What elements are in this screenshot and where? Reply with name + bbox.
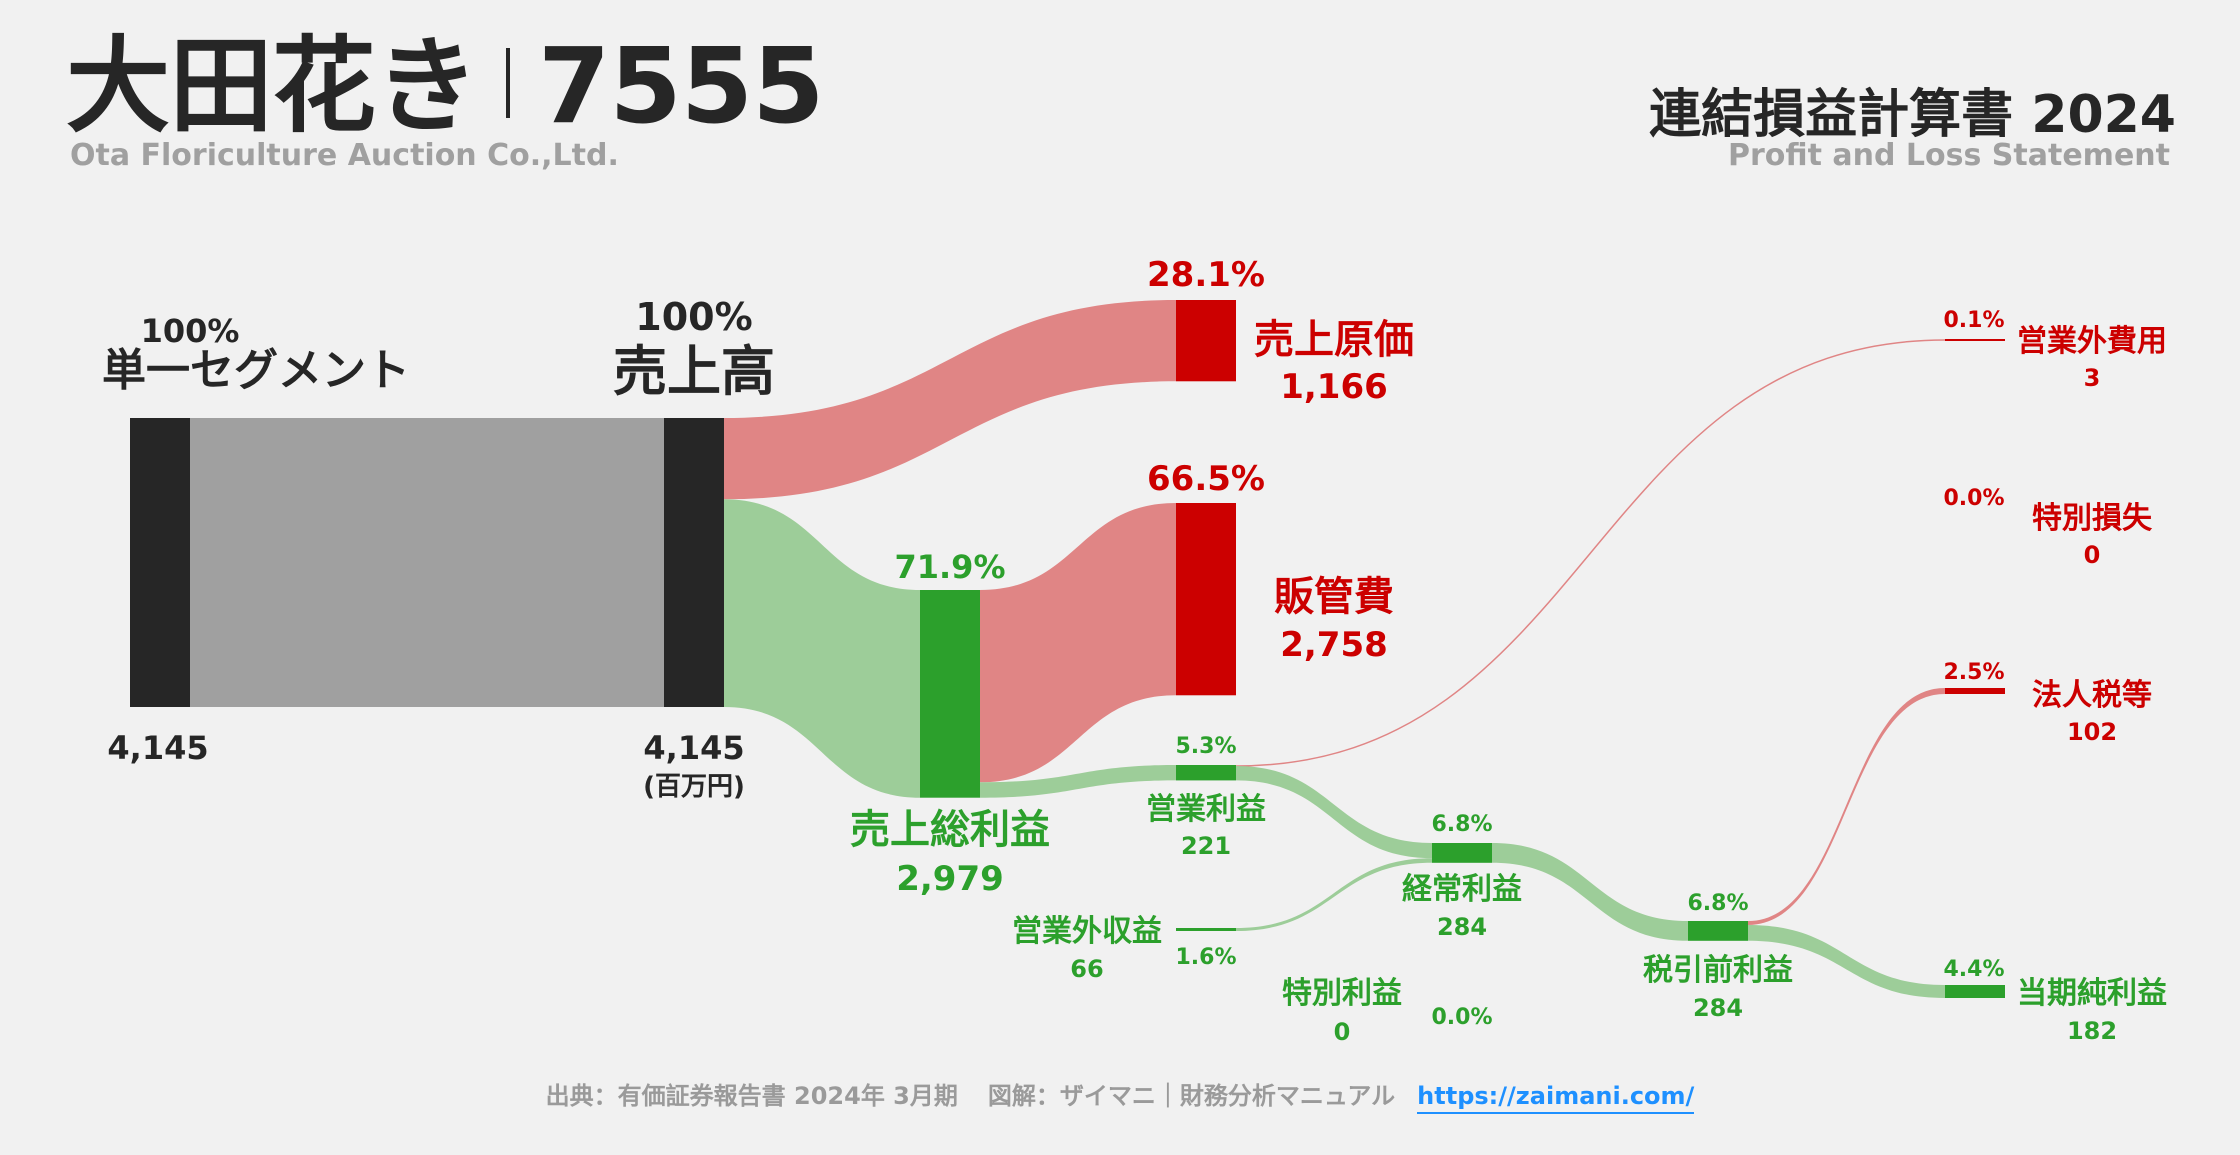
pct-label-gross: 71.9% [894, 548, 1005, 586]
statement-title: 連結損益計算書 2024 [1649, 85, 2176, 145]
link-op-ordinary [1236, 766, 1432, 859]
node-label-nonop-income: 営業外収益 [1012, 914, 1162, 949]
pct-label-nonop-expense: 0.1% [1943, 308, 2004, 333]
node-label-nonop-expense: 営業外費用 [2017, 324, 2167, 359]
node-bar-pretax [1688, 921, 1748, 941]
node-label-gross: 売上総利益 [850, 807, 1050, 853]
node-bar-nonop-income [1176, 928, 1236, 931]
footer-link[interactable]: https://zaimani.com/ [1417, 1082, 1695, 1114]
value-label-nonop-income: 66 [1070, 955, 1103, 983]
link-op-nonop-expense [1235, 339, 1946, 767]
link-gross-op [980, 765, 1176, 798]
link-revenue-gross [724, 499, 920, 798]
pct-label-pretax: 6.8% [1687, 891, 1748, 916]
node-label-segment: 単一セグメント [102, 345, 410, 396]
value-label-ordinary: 284 [1437, 913, 1487, 941]
ticker-code: 7555 [538, 25, 824, 147]
pct-label-nonop-income: 1.6% [1175, 945, 1236, 970]
node-label-pretax: 税引前利益 [1643, 953, 1793, 988]
node-bar-tax [1945, 688, 2005, 694]
value-label-cogs: 1,166 [1280, 367, 1388, 407]
link-gross-sga [980, 503, 1176, 783]
pct-label-ext-gain: 0.0% [1431, 1005, 1492, 1030]
title-divider [506, 48, 511, 118]
node-bar-segment [130, 418, 190, 707]
footer-source: 出典：有価証券報告書 2024年 3月期 [545, 1082, 958, 1110]
pct-label-ext-loss: 0.0% [1943, 486, 2004, 511]
node-bar-net [1945, 985, 2005, 998]
node-label-ext-gain: 特別利益 [1282, 976, 1402, 1011]
pct-label-net: 4.4% [1943, 957, 2004, 982]
node-label-op: 営業利益 [1146, 792, 1266, 827]
link-pretax-net [1748, 925, 1945, 998]
pct-label-revenue: 100% [635, 295, 752, 339]
unit-label: (百万円) [643, 772, 745, 802]
node-bar-op [1176, 765, 1236, 781]
pct-label-cogs: 28.1% [1147, 255, 1265, 295]
node-bar-gross [920, 590, 980, 798]
node-label-net: 当期純利益 [2017, 976, 2167, 1011]
value-label-nonop-expense: 3 [2084, 364, 2101, 392]
node-bar-nonop-expense [1945, 339, 2005, 341]
value-label-revenue: 4,145 [643, 729, 744, 767]
company-title: 大田花き 7555 [66, 34, 824, 138]
pct-label-segment: 100% [141, 312, 240, 350]
value-label-sga: 2,758 [1280, 625, 1388, 665]
node-label-sga: 販管費 [1274, 574, 1394, 620]
value-label-tax: 102 [2067, 718, 2117, 746]
node-label-tax: 法人税等 [2032, 678, 2152, 713]
value-label-segment: 4,145 [107, 729, 208, 767]
pct-label-ordinary: 6.8% [1431, 812, 1492, 837]
company-name: 大田花き [66, 25, 479, 147]
footer-credit: 図解：ザイマニ｜財務分析マニュアル [987, 1082, 1396, 1110]
link-ordinary-pretax [1492, 843, 1688, 941]
node-label-cogs: 売上原価 [1254, 317, 1414, 363]
sankey-links [190, 300, 1946, 998]
node-label-ext-loss: 特別損失 [2032, 501, 2153, 536]
node-bar-revenue [664, 418, 724, 707]
value-label-op: 221 [1181, 832, 1231, 860]
footer: 出典：有価証券報告書 2024年 3月期 図解：ザイマニ｜財務分析マニュアル htt… [0, 1076, 2240, 1114]
company-name-en: Ota Floriculture Auction Co.,Ltd. [70, 138, 619, 173]
statement-title-en: Profit and Loss Statement [1727, 138, 2170, 173]
pct-label-op: 5.3% [1175, 734, 1236, 759]
node-label-revenue: 売上高 [613, 340, 775, 403]
node-bar-sga [1176, 503, 1236, 696]
sankey-labels: 100%単一セグメント4,145100%売上高4,145(百万円)28.1%売上… [102, 255, 2167, 1046]
value-label-ext-gain: 0 [1334, 1018, 1351, 1046]
link-nonop-income-ordinary [1236, 858, 1432, 931]
link-pretax-tax [1748, 688, 1945, 925]
pct-label-sga: 66.5% [1147, 459, 1265, 499]
sankey-nodes [130, 300, 2005, 998]
node-label-ordinary: 経常利益 [1402, 872, 1522, 907]
link-revenue-cogs [724, 300, 1176, 500]
value-label-net: 182 [2067, 1017, 2117, 1045]
value-label-gross: 2,979 [896, 859, 1004, 899]
node-bar-cogs [1176, 300, 1236, 382]
value-label-pretax: 284 [1693, 994, 1743, 1022]
pct-label-tax: 2.5% [1943, 660, 2004, 685]
node-bar-ordinary [1432, 843, 1492, 863]
value-label-ext-loss: 0 [2084, 541, 2101, 569]
link-segment-revenue [190, 418, 664, 707]
